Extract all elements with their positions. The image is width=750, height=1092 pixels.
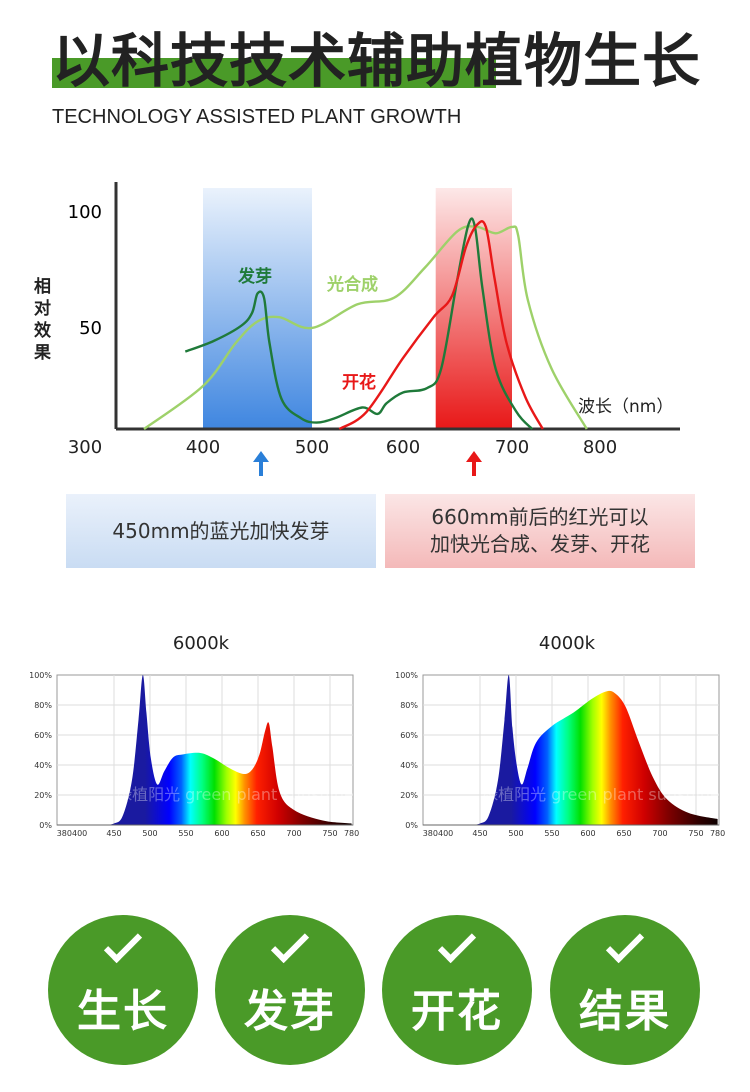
benefit-label: 结果 [579, 986, 671, 1037]
series-label-flowering: 开花 [342, 372, 376, 393]
check-icon [605, 924, 645, 964]
benefit-label: 发芽 [244, 986, 336, 1037]
x-tick: 300 [68, 437, 102, 458]
x-tick: 750 [688, 829, 703, 838]
x-tick: 600 [580, 829, 595, 838]
x-tick: 780 [710, 829, 725, 838]
spectrum-effect-chart: 300 400 500 600 700 800 100 50 发芽 光合成 开花 波长（n… [68, 182, 680, 476]
y-tick: 80% [34, 701, 52, 710]
y-tick: 60% [400, 731, 418, 740]
x-tick: 380400 [57, 829, 88, 838]
blue-arrow-icon [253, 451, 269, 476]
y-tick: 80% [400, 701, 418, 710]
y-tick: 20% [400, 791, 418, 800]
y-tick: 0% [405, 821, 418, 830]
blue-light-text: 450mm的蓝光加快发芽 [112, 518, 330, 543]
x-tick: 500 [508, 829, 523, 838]
y-axis-label: 相对效果 [34, 277, 51, 363]
red-light-text-2: 加快光合成、发芽、开花 [430, 532, 650, 556]
x-tick: 550 [178, 829, 193, 838]
y-tick: 0% [39, 821, 52, 830]
series-line-2 [338, 220, 544, 431]
x-tick: 600 [386, 437, 420, 458]
watermark: 绿植阳光 green plant sunshine [482, 785, 720, 804]
series-line-1 [184, 217, 534, 430]
check-icon [103, 924, 143, 964]
x-tick: 700 [495, 437, 529, 458]
watermark: 绿植阳光 green plant sunshine [116, 785, 354, 804]
x-tick: 380400 [423, 829, 454, 838]
blue-light-note: 450mm的蓝光加快发芽 [66, 494, 376, 568]
spectrum-chart-4000k: 100% 80% 60% 40% 20% 0% 380400 450 500 550 600 650 7… [395, 671, 725, 838]
spectrum-chart-6000k: 100% 80% 60% 40% 20% 0% 380400 450 500 550 600 650 7… [29, 671, 359, 838]
series-label-sprout: 发芽 [237, 266, 272, 287]
spectrum-area [103, 674, 352, 825]
y-tick: 40% [400, 761, 418, 770]
x-tick: 700 [286, 829, 301, 838]
benefit-label: 生长 [77, 986, 169, 1037]
x-tick: 450 [106, 829, 121, 838]
y-tick: 60% [34, 731, 52, 740]
chart-title-6000k: 6000k [172, 633, 230, 654]
page-title: 以科技技术辅助植物生长 [52, 27, 702, 95]
benefit-fruit: 结果 [550, 915, 700, 1065]
check-icon [270, 924, 310, 964]
x-tick: 450 [472, 829, 487, 838]
chart-title-4000k: 4000k [538, 633, 596, 654]
benefit-growth: 生长 [48, 915, 198, 1065]
benefit-label: 开花 [411, 986, 503, 1037]
x-tick: 700 [652, 829, 667, 838]
y-tick-100: 100 [68, 202, 102, 223]
page-subtitle: TECHNOLOGY ASSISTED PLANT GROWTH [52, 106, 462, 128]
x-tick: 600 [214, 829, 229, 838]
red-light-note: 660mm前后的红光可以 加快光合成、发芽、开花 [385, 494, 695, 568]
x-tick: 750 [322, 829, 337, 838]
y-tick: 20% [34, 791, 52, 800]
red-arrow-icon [466, 451, 482, 476]
x-tick: 500 [295, 437, 329, 458]
x-tick: 780 [344, 829, 359, 838]
x-tick: 550 [544, 829, 559, 838]
blue-light-band [203, 188, 312, 429]
y-tick: 100% [395, 671, 418, 680]
x-tick: 500 [142, 829, 157, 838]
y-tick: 100% [29, 671, 52, 680]
x-tick: 400 [186, 437, 220, 458]
benefit-sprout: 发芽 [215, 915, 365, 1065]
y-tick-50: 50 [79, 318, 102, 339]
title-highlight [52, 58, 496, 88]
benefit-flower: 开花 [382, 915, 532, 1065]
series-label-photosynthesis: 光合成 [326, 274, 378, 295]
spectrum-area [469, 674, 718, 825]
series-line-0 [143, 225, 588, 430]
x-axis-label: 波长（nm） [578, 397, 673, 417]
y-tick: 40% [34, 761, 52, 770]
x-tick: 650 [616, 829, 631, 838]
red-light-text-1: 660mm前后的红光可以 [431, 505, 649, 529]
x-tick: 650 [250, 829, 265, 838]
x-tick: 800 [583, 437, 617, 458]
check-icon [437, 924, 477, 964]
